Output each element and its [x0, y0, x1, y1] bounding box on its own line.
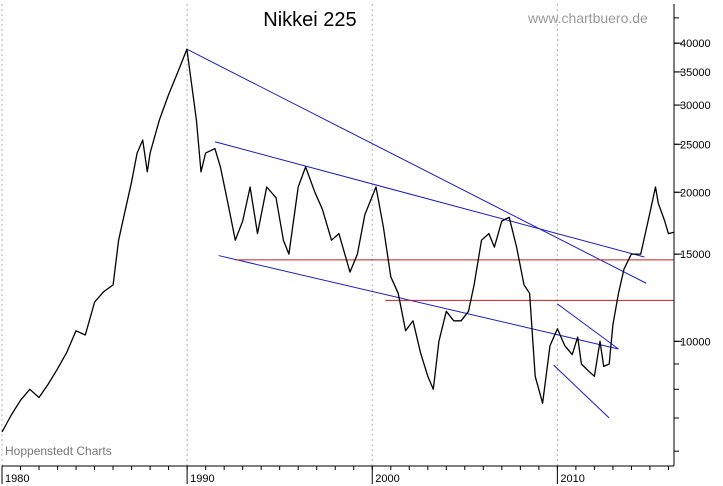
trendline	[553, 364, 610, 419]
watermark-text: www.chartbuero.de	[527, 10, 648, 26]
y-tick-label: 20000	[680, 187, 711, 199]
trendline-group	[186, 48, 674, 419]
x-tick-label: 2010	[560, 473, 584, 485]
y-tick-label: 35000	[680, 67, 711, 79]
x-tick-label: 1980	[5, 473, 29, 485]
source-credit: Hoppenstedt Charts	[5, 444, 112, 458]
x-tick-label: 1990	[190, 473, 214, 485]
y-tick-label: 30000	[680, 100, 711, 112]
axes-group: 10000 15000 20000 25000 30000 35000 40000 1980 1…	[1, 4, 711, 485]
chart-title: Nikkei 225	[263, 9, 356, 31]
trendline	[186, 48, 647, 284]
trendline	[557, 303, 619, 350]
series-group	[1, 48, 675, 433]
x-tick-label: 2000	[375, 473, 399, 485]
y-tick-label: 40000	[680, 38, 711, 50]
y-tick-label: 15000	[680, 249, 711, 261]
trendline	[214, 141, 645, 258]
y-tick-label: 10000	[680, 336, 711, 348]
grid-lines	[1, 4, 558, 466]
series-line	[1, 48, 675, 433]
trendline	[218, 255, 619, 350]
y-tick-label: 25000	[680, 139, 711, 151]
